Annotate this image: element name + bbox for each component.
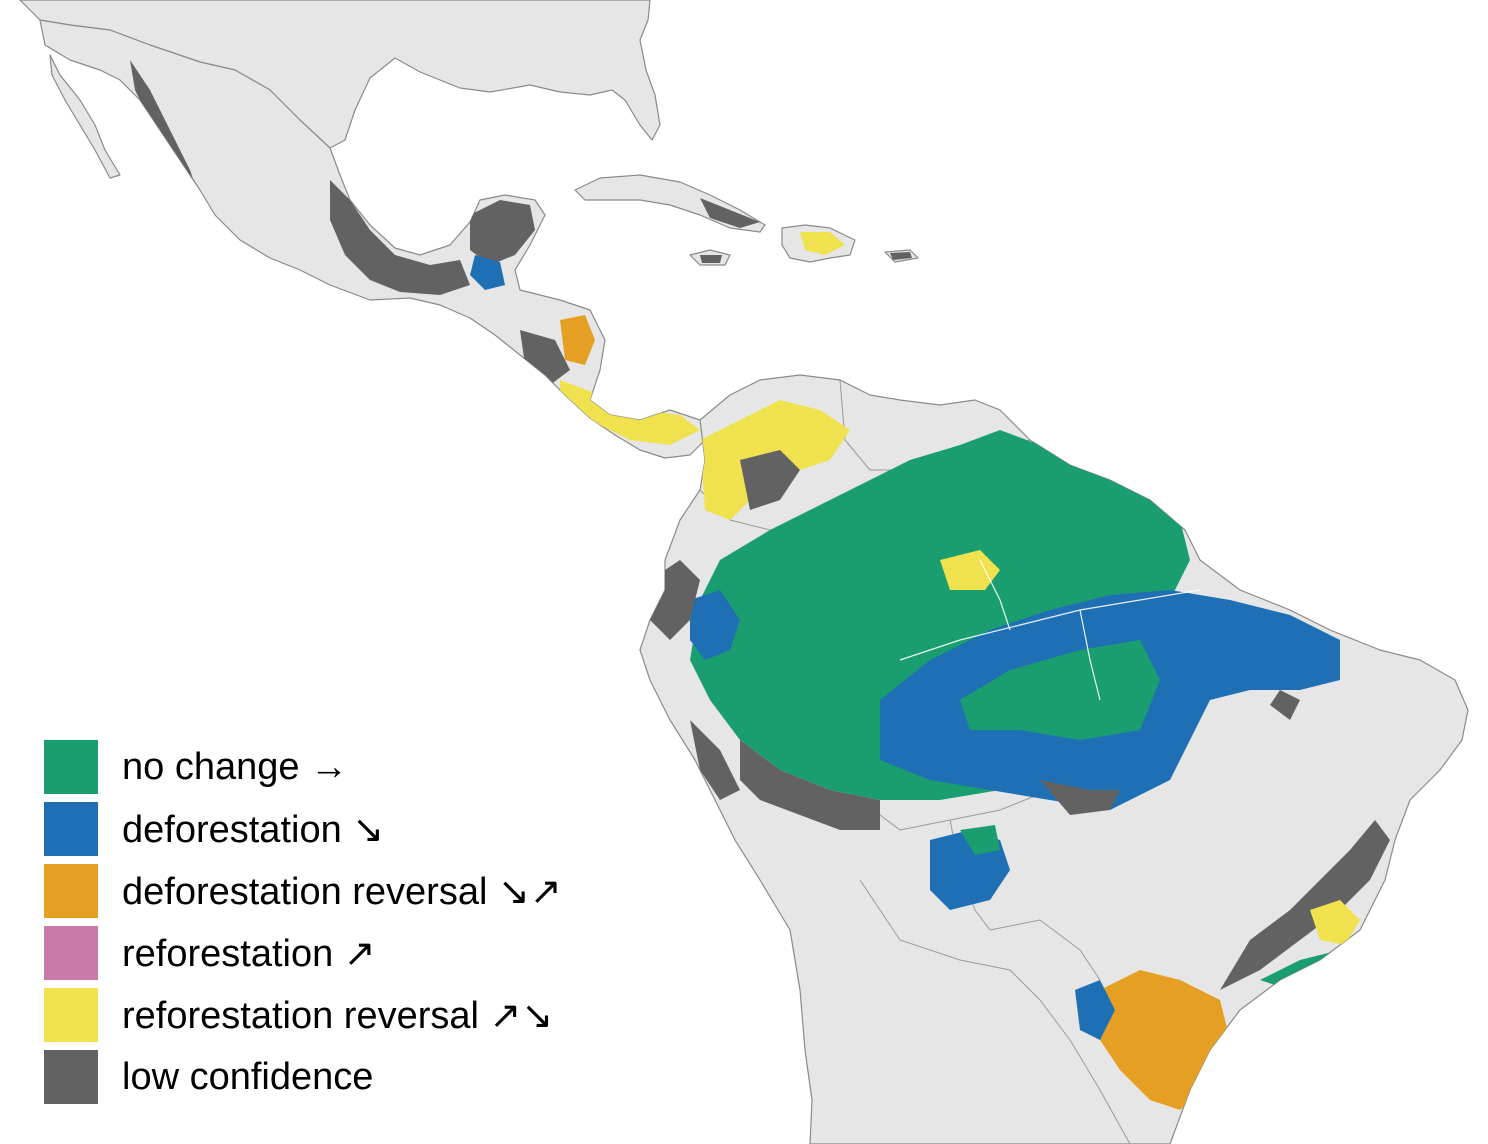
legend-label-low-confidence: low confidence xyxy=(122,1055,374,1098)
cells-hispaniola-yellow xyxy=(800,232,845,255)
legend-label-deforestation: deforestation ↘ xyxy=(122,808,385,851)
legend-swatch-low-confidence xyxy=(42,1048,100,1106)
cells-gulf-coast xyxy=(330,180,470,295)
forest-change-cells xyxy=(130,60,1390,1110)
legend-swatch-reforestation xyxy=(42,924,100,982)
legend-item-deforestation-reversal: deforestation reversal ↘↗ xyxy=(42,860,562,922)
legend: no change → deforestation ↘ deforestatio… xyxy=(42,736,562,1108)
cells-central-america-low xyxy=(520,330,570,385)
cells-yucatan xyxy=(470,200,535,265)
cells-yucatan-defor xyxy=(470,255,505,290)
cells-low-confidence-andes xyxy=(650,560,740,800)
cells-honduras-orange xyxy=(560,315,595,365)
cells-jamaica-low xyxy=(700,255,722,263)
legend-label-reforestation: reforestation ↗ xyxy=(122,932,376,975)
cells-bolivia-nochange xyxy=(960,825,1000,855)
cells-deforestation-paraguay xyxy=(1075,980,1115,1040)
legend-swatch-deforestation-reversal xyxy=(42,862,100,920)
legend-label-no-change: no change → xyxy=(122,745,349,788)
cells-cuba-low xyxy=(700,198,760,228)
legend-item-reforestation-reversal: reforestation reversal ↗↘ xyxy=(42,984,562,1046)
legend-item-reforestation: reforestation ↗ xyxy=(42,922,562,984)
cells-no-change-south xyxy=(960,640,1160,740)
cells-no-change-coast xyxy=(1260,950,1340,990)
cells-reforestation-reversal-atlantic xyxy=(1310,900,1360,945)
legend-swatch-reforestation-reversal xyxy=(42,986,100,1044)
legend-label-reforestation-reversal: reforestation reversal ↗↘ xyxy=(122,994,554,1037)
legend-item-no-change: no change → xyxy=(42,736,562,798)
rivers xyxy=(899,559,1201,701)
cells-puerto-rico xyxy=(890,252,912,260)
legend-swatch-deforestation xyxy=(42,800,100,858)
legend-swatch-no-change xyxy=(42,738,100,796)
cells-reforestation-reversal-guiana xyxy=(940,550,1000,590)
cells-northwest-low xyxy=(740,450,800,510)
cells-deforestation-west xyxy=(690,590,740,660)
legend-item-deforestation: deforestation ↘ xyxy=(42,798,562,860)
legend-label-deforestation-reversal: deforestation reversal ↘↗ xyxy=(122,870,562,913)
cells-low-confidence-atlantic xyxy=(1220,820,1390,990)
cells-deforestation-reversal-south xyxy=(1100,970,1230,1110)
legend-item-low-confidence: low confidence xyxy=(42,1046,562,1108)
